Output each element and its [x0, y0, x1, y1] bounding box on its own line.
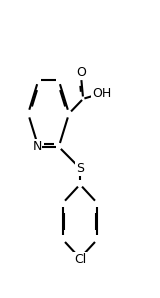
Text: N: N: [32, 140, 42, 153]
Text: O: O: [76, 66, 86, 79]
Text: OH: OH: [92, 87, 111, 100]
Text: S: S: [76, 162, 84, 175]
Text: Cl: Cl: [74, 253, 86, 266]
